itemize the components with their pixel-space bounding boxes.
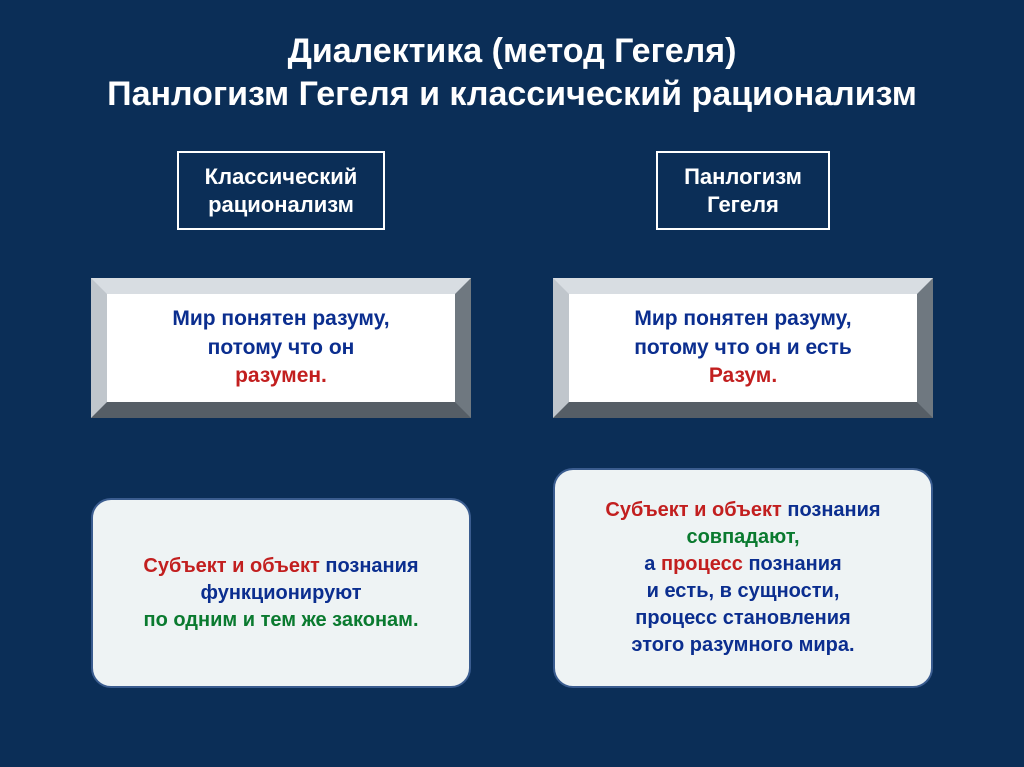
right-header-line-2: Гегеля <box>684 191 802 219</box>
column-left: Классический рационализм Мир понятен раз… <box>80 151 482 688</box>
text-fragment: потому что он <box>208 336 355 359</box>
right-card-1-text: Мир понятен разуму, потому что он и есть… <box>610 305 876 390</box>
right-card-1: Мир понятен разуму, потому что он и есть… <box>553 278 933 418</box>
text-fragment: Субъект и объект <box>605 499 787 521</box>
text-fragment: Мир понятен разуму, <box>172 307 389 330</box>
title-line-1: Диалектика (метод Гегеля) <box>40 30 984 73</box>
text-fragment: познания <box>748 553 841 575</box>
text-fragment: этого разумного мира. <box>631 634 854 656</box>
left-header-line-2: рационализм <box>205 191 358 219</box>
left-card-1: Мир понятен разуму, потому что он разуме… <box>91 278 471 418</box>
text-fragment: Субъект и объект <box>143 555 325 577</box>
text-fragment: процесс <box>661 553 748 575</box>
left-column-header: Классический рационализм <box>177 151 386 230</box>
text-fragment: совпадают, <box>686 526 799 548</box>
right-column-header: Панлогизм Гегеля <box>656 151 830 230</box>
text-fragment: познания <box>787 499 880 521</box>
text-fragment: по одним и тем же законам. <box>144 609 419 631</box>
right-header-line-1: Панлогизм <box>684 163 802 191</box>
text-fragment: функционируют <box>200 582 361 604</box>
text-fragment: а <box>644 553 661 575</box>
text-fragment: и есть, в сущности, <box>647 580 840 602</box>
left-header-line-1: Классический <box>205 163 358 191</box>
left-card-2-text: Субъект и объект познания функционируют … <box>143 553 418 634</box>
column-right: Панлогизм Гегеля Мир понятен разуму, пот… <box>542 151 944 688</box>
text-fragment: разумен. <box>235 364 327 387</box>
title-line-2: Панлогизм Гегеля и классический рационал… <box>40 73 984 116</box>
slide-title: Диалектика (метод Гегеля) Панлогизм Геге… <box>40 30 984 115</box>
text-fragment: потому что он и есть <box>634 336 852 359</box>
text-fragment: Разум. <box>709 364 777 387</box>
text-fragment: познания <box>325 555 418 577</box>
text-fragment: Мир понятен разуму, <box>634 307 851 330</box>
right-card-2-text: Субъект и объект познания совпадают, а п… <box>605 497 880 659</box>
two-column-layout: Классический рационализм Мир понятен раз… <box>40 151 984 688</box>
right-card-2: Субъект и объект познания совпадают, а п… <box>553 468 933 688</box>
left-card-1-text: Мир понятен разуму, потому что он разуме… <box>148 305 413 390</box>
left-card-2: Субъект и объект познания функционируют … <box>91 498 471 688</box>
text-fragment: процесс становления <box>635 607 850 629</box>
